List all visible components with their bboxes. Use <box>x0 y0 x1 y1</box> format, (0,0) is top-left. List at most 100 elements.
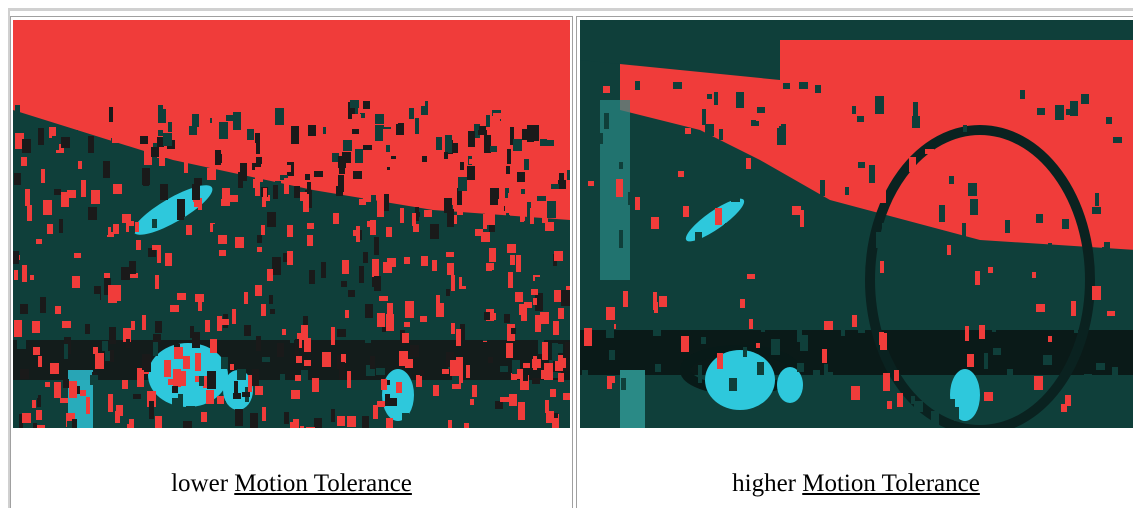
speckle <box>804 223 813 232</box>
speckle <box>460 162 464 170</box>
speckle <box>424 210 432 217</box>
speckle <box>218 235 227 244</box>
speckle <box>306 146 311 163</box>
speckle <box>422 156 427 162</box>
speckle <box>243 410 251 425</box>
speckle <box>912 116 920 128</box>
speckle <box>309 270 315 284</box>
speckle <box>44 121 48 127</box>
speckle <box>402 413 409 423</box>
speckle <box>355 149 363 163</box>
speckle <box>815 85 821 93</box>
speckle <box>542 342 548 360</box>
speckle <box>447 263 454 275</box>
speckle <box>273 143 282 151</box>
speckle <box>820 180 825 196</box>
speckle <box>190 326 194 338</box>
speckle <box>1074 325 1078 333</box>
speckle <box>221 357 228 369</box>
speckle <box>179 371 186 386</box>
speckle <box>1122 177 1130 187</box>
speckle <box>521 189 525 194</box>
speckle <box>40 152 49 163</box>
speckle <box>153 334 161 342</box>
speckle <box>319 307 325 317</box>
speckle <box>194 178 202 185</box>
speckle <box>60 398 68 403</box>
speckle <box>296 356 302 363</box>
speckle <box>773 269 781 281</box>
speckle <box>102 341 108 351</box>
speckle <box>755 134 759 151</box>
speckle <box>609 350 615 360</box>
speckle <box>375 114 384 124</box>
speckle <box>93 347 98 354</box>
speckle <box>186 225 192 235</box>
speckle <box>73 130 78 146</box>
speckle <box>887 401 892 409</box>
speckle <box>473 414 477 420</box>
speckle <box>136 240 141 250</box>
speckle <box>304 360 311 366</box>
speckle <box>244 292 248 304</box>
speckle <box>185 260 192 277</box>
speckle <box>552 343 558 361</box>
speckle <box>81 180 86 197</box>
speckle <box>337 416 345 426</box>
speckle <box>22 413 31 423</box>
speckle <box>466 365 470 378</box>
speckle <box>108 285 117 303</box>
speckle <box>135 222 139 232</box>
speckle <box>62 277 71 290</box>
speckle <box>235 237 244 248</box>
speckle <box>939 205 945 222</box>
speckle <box>1113 137 1122 143</box>
speckle <box>383 129 391 145</box>
link[interactable]: Motion Tolerance <box>234 470 412 497</box>
speckle <box>1104 413 1110 428</box>
speckle <box>947 245 951 255</box>
speckle <box>376 368 385 375</box>
speckle <box>859 210 867 225</box>
speckle <box>534 420 538 428</box>
speckle <box>1067 305 1071 313</box>
speckle <box>168 379 174 385</box>
speckle <box>438 173 442 179</box>
speckle <box>717 316 723 324</box>
speckle <box>137 370 144 387</box>
speckle <box>168 237 173 253</box>
speckle <box>532 378 540 384</box>
speckle <box>371 195 376 202</box>
speckle <box>547 201 556 218</box>
speckle <box>256 157 262 164</box>
speckle <box>635 81 640 90</box>
speckle <box>715 208 722 225</box>
speckle <box>894 370 899 381</box>
speckle <box>824 364 828 376</box>
speckle <box>1070 427 1079 428</box>
speckle <box>621 378 626 390</box>
speckle <box>1123 405 1128 419</box>
speckle <box>256 143 260 154</box>
speckle <box>89 110 97 127</box>
speckle <box>387 258 396 267</box>
speckle <box>387 303 393 318</box>
speckle <box>396 123 404 135</box>
speckle <box>970 199 978 215</box>
speckle <box>1048 336 1052 342</box>
speckle <box>14 320 22 337</box>
speckle <box>1116 255 1122 271</box>
speckle <box>172 417 181 428</box>
speckle <box>374 276 381 291</box>
speckle <box>116 110 125 127</box>
link[interactable]: Motion Tolerance <box>802 470 980 497</box>
speckle <box>285 391 290 404</box>
speckle <box>69 381 77 398</box>
speckle <box>350 100 359 108</box>
speckle <box>405 359 413 368</box>
speckle <box>303 194 309 212</box>
speckle <box>910 157 916 168</box>
speckle <box>702 109 706 125</box>
speckle <box>33 423 37 428</box>
motion-image-lower <box>13 20 570 428</box>
